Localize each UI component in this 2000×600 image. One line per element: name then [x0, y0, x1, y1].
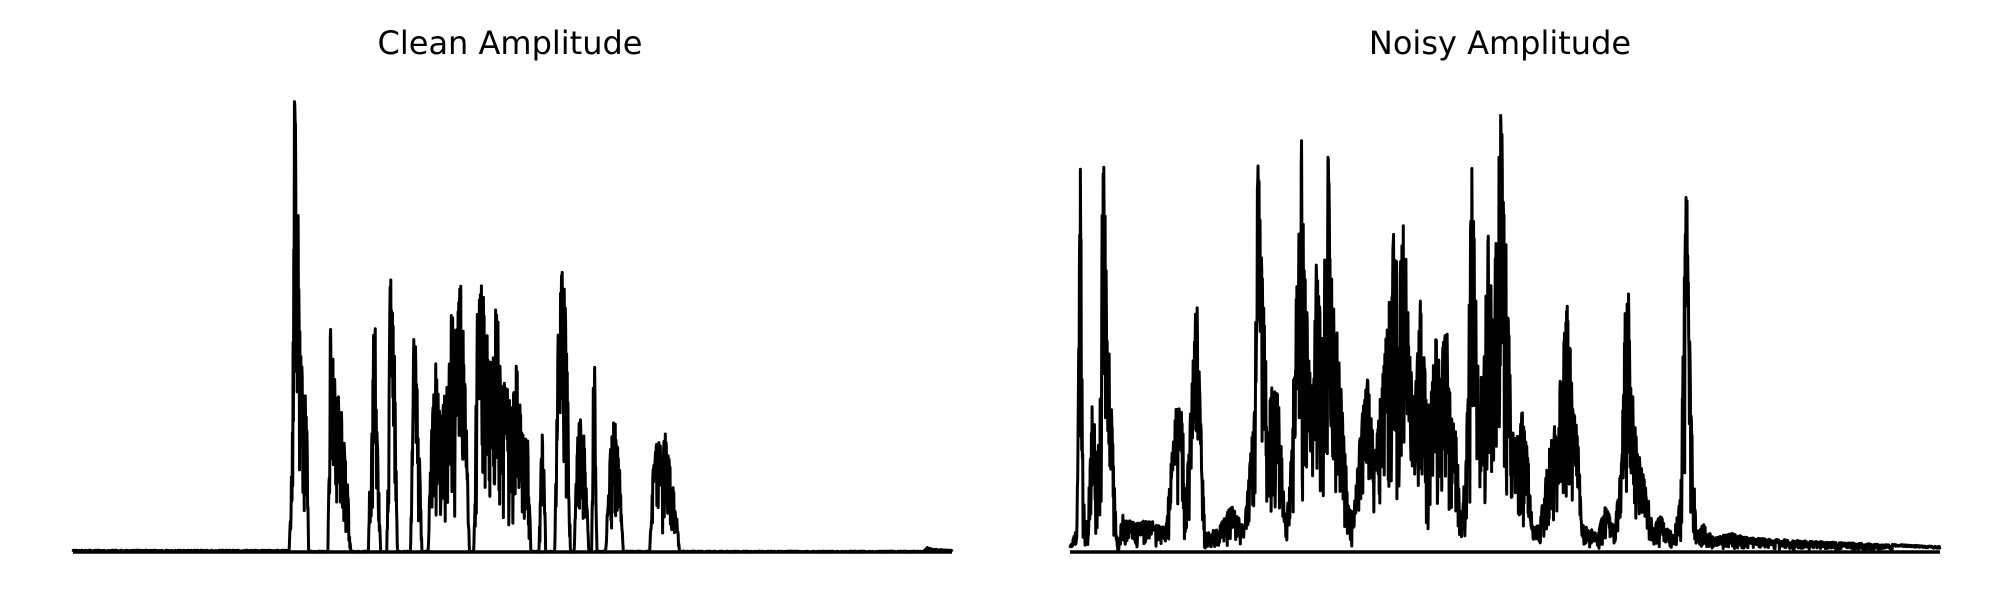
chart-title: Noisy Amplitude: [1368, 24, 1632, 62]
amplitude-series-line: [71, 100, 954, 554]
noisy-amplitude-plot: [1068, 113, 1942, 554]
chart-title: Clean Amplitude: [377, 24, 643, 62]
noisy-amplitude-chart: Noisy Amplitude: [1000, 0, 2000, 600]
clean-amplitude-chart: Clean Amplitude: [71, 24, 954, 554]
amplitude-series-line: [1068, 113, 1942, 554]
clean-amplitude-plot: [71, 100, 954, 554]
